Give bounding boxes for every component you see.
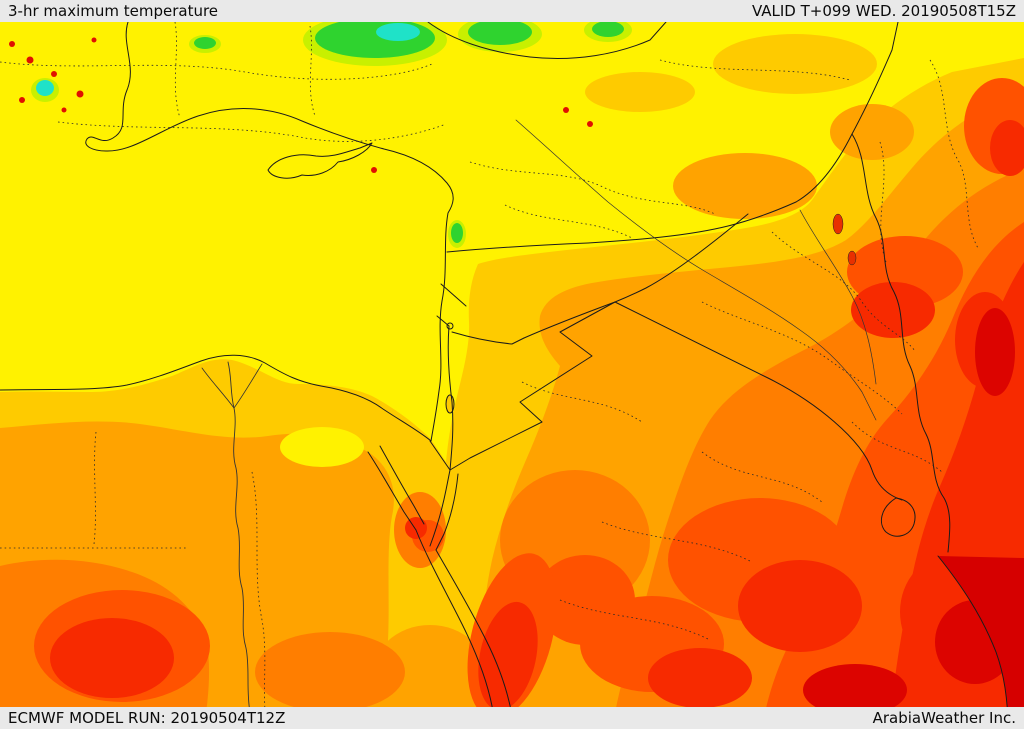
cold-spots xyxy=(31,14,632,248)
attribution-label: ArabiaWeather Inc. xyxy=(872,709,1016,727)
contour-yellow-pocket xyxy=(280,427,364,467)
admin-line xyxy=(93,431,97,545)
hot-specks xyxy=(9,37,857,266)
map-footer-bar: ECMWF MODEL RUN: 20190504T12Z ArabiaWeat… xyxy=(0,707,1024,729)
egypt-israel-border xyxy=(429,440,451,471)
kuwait-border xyxy=(880,497,916,537)
valid-time-label: VALID T+099 WED. 20190508T15Z xyxy=(751,2,1016,20)
contour-blob xyxy=(803,664,907,716)
country-borders xyxy=(429,21,951,553)
cold-green-spot xyxy=(451,223,463,243)
contour-blob xyxy=(535,555,635,645)
admin-line xyxy=(851,421,943,473)
island-speck xyxy=(61,107,67,113)
gulf-of-suez-east-coast xyxy=(379,445,425,525)
admin-line xyxy=(701,451,823,503)
admin-line xyxy=(251,471,267,723)
jordan-saudi-border xyxy=(449,301,616,471)
contour-blob xyxy=(975,308,1015,396)
jordan-valley-border xyxy=(447,325,454,471)
nile-delta-branch-west xyxy=(201,367,235,409)
admin-line xyxy=(701,301,903,415)
map-title: 3-hr maximum temperature xyxy=(8,2,219,20)
hot-speck xyxy=(563,107,569,113)
mediterranean-coastline xyxy=(0,21,454,442)
island-speck xyxy=(9,41,15,47)
jordan-syria-border xyxy=(451,331,525,345)
map-header-bar: 3-hr maximum temperature VALID T+099 WED… xyxy=(0,0,1024,22)
cold-green-spot xyxy=(468,19,532,45)
hot-speck xyxy=(371,167,377,173)
lake-speck xyxy=(847,250,857,266)
island-speck xyxy=(51,71,57,77)
lebanon-syria-border xyxy=(440,283,467,307)
cold-green-spot xyxy=(194,37,216,49)
contour-blob xyxy=(50,618,174,698)
cold-cyan-spot xyxy=(36,80,54,96)
euphrates-river xyxy=(515,119,877,421)
persian-gulf-water xyxy=(938,556,1024,729)
cold-green-spot xyxy=(592,21,624,37)
coastlines xyxy=(0,21,1009,729)
red-sea-west-coast xyxy=(415,529,495,729)
turkey-syria-border xyxy=(446,201,797,253)
jordan-iraq-border xyxy=(523,301,616,339)
iraq-iran-border xyxy=(851,133,951,553)
admin-line xyxy=(879,141,887,263)
lake-tharthar xyxy=(832,213,844,235)
rivers xyxy=(201,119,877,729)
island-speck xyxy=(91,37,97,43)
island-speck xyxy=(76,90,84,98)
israel-lebanon-border xyxy=(436,315,450,327)
contour-blob xyxy=(990,120,1024,176)
black-sea-coastline xyxy=(427,21,667,59)
sea-of-galilee xyxy=(446,322,454,330)
admin-line xyxy=(174,21,181,119)
contour-blob xyxy=(673,153,817,219)
contour-blob xyxy=(370,625,490,729)
island-speck xyxy=(19,97,25,103)
model-run-label: ECMWF MODEL RUN: 20190504T12Z xyxy=(8,709,286,727)
contour-blob xyxy=(830,104,914,160)
contour-blob xyxy=(405,517,427,539)
iraq-saudi-border xyxy=(614,301,903,501)
contour-blob xyxy=(648,648,752,708)
contour-blob xyxy=(585,72,695,112)
red-sea-east-coast xyxy=(435,549,515,729)
admin-boundaries xyxy=(0,21,979,723)
admin-line xyxy=(521,381,643,423)
admin-line xyxy=(504,204,633,239)
nile-delta-branch-east xyxy=(233,363,263,409)
tigris-river xyxy=(799,209,877,385)
hot-speck xyxy=(587,121,593,127)
admin-line xyxy=(57,121,447,142)
admin-line xyxy=(469,161,716,215)
cold-green-spot xyxy=(315,18,435,58)
admin-line xyxy=(0,61,433,80)
contour-blob xyxy=(738,560,862,652)
contour-blob xyxy=(478,601,538,711)
contour-blob xyxy=(713,34,877,94)
gulf-of-aqaba-west-coast xyxy=(429,469,451,547)
gulf-of-suez-west-coast xyxy=(367,451,417,531)
cold-cyan-spot xyxy=(376,23,420,41)
syria-iraq-border xyxy=(614,213,749,303)
gulf-of-aqaba-east-coast xyxy=(435,473,459,551)
admin-line xyxy=(929,59,979,249)
persian-gulf-coastline xyxy=(937,555,1009,729)
contour-blob xyxy=(851,282,935,338)
island-speck xyxy=(26,56,34,64)
cyprus-outline xyxy=(267,142,373,179)
contour-blob xyxy=(255,632,405,712)
